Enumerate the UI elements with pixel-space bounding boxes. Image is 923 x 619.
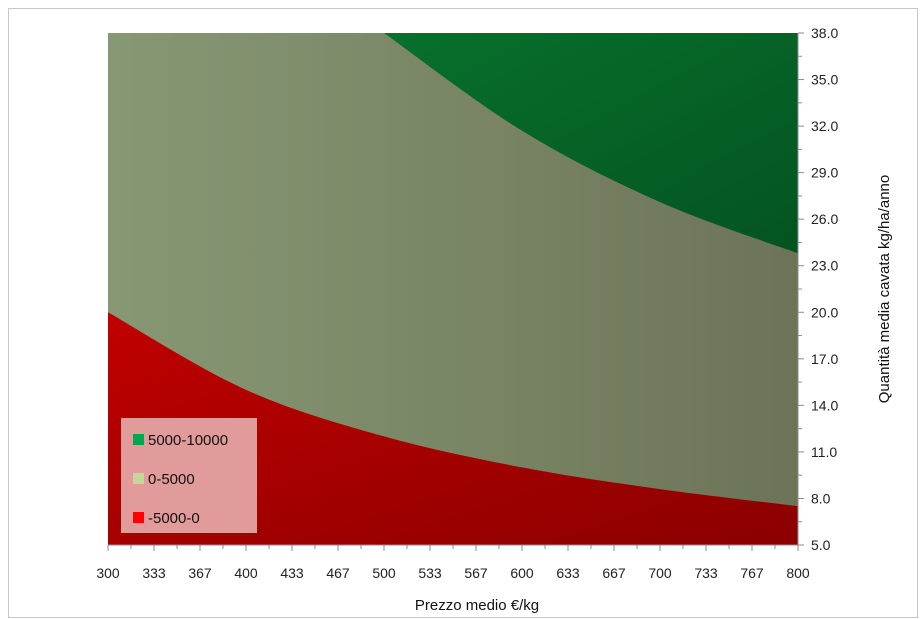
x-tick-label: 733 [694,565,718,581]
y-tick-label: 29.0 [811,165,838,181]
x-tick-label: 433 [280,565,304,581]
x-tick-label: 700 [648,565,672,581]
x-tick-label: 467 [326,565,350,581]
legend-swatch [133,473,144,484]
y-tick-label: 20.0 [811,304,838,320]
legend-label: -5000-0 [148,510,200,527]
x-tick-label: 333 [142,565,166,581]
legend-swatch [133,434,144,445]
x-tick-label: 800 [786,565,810,581]
region-high [384,33,798,254]
legend-label: 5000-10000 [148,432,228,449]
legend-swatch [133,512,144,523]
chart-frame: 300 333 367 400 433 467 500 533 567 600 633 667 700 7… [8,8,918,618]
x-tick-label: 500 [372,565,396,581]
x-tick-label: 300 [96,565,120,581]
y-tick-label: 17.0 [811,351,838,367]
y-tick-label: 14.0 [811,397,838,413]
x-tick-label: 667 [602,565,626,581]
y-tick-label: 32.0 [811,118,838,134]
x-axis-title: Prezzo medio €/kg [415,597,539,614]
x-tick-label: 533 [418,565,442,581]
y-tick-label: 23.0 [811,258,838,274]
y-axis-title: Quantità media cavata kg/ha/anno [876,175,893,404]
x-tick-label: 633 [556,565,580,581]
y-tick-label: 11.0 [811,444,837,460]
x-tick-label: 567 [464,565,488,581]
x-tick-label: 767 [740,565,764,581]
y-tick-label: 38.0 [811,25,838,41]
y-tick-label: 26.0 [811,211,838,227]
legend-label: 0-5000 [148,471,195,488]
y-tick-label: 5.0 [811,537,831,553]
x-tick-label: 600 [510,565,534,581]
chart: 300 333 367 400 433 467 500 533 567 600 633 667 700 7… [96,25,893,614]
y-tick-label: 35.0 [811,72,838,88]
y-tick-label: 8.0 [811,490,831,506]
region-low [108,312,798,545]
x-tick-label: 367 [188,565,212,581]
x-tick-label: 400 [234,565,258,581]
